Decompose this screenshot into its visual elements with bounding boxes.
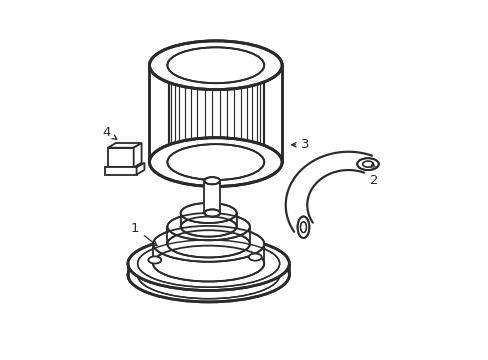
Polygon shape: [136, 163, 144, 175]
Ellipse shape: [149, 138, 282, 186]
Text: 3: 3: [291, 138, 309, 151]
Bar: [204, 181, 220, 213]
Ellipse shape: [297, 216, 309, 238]
Bar: [180, 213, 236, 226]
Text: 4: 4: [102, 126, 117, 139]
Text: 1: 1: [131, 222, 157, 246]
Ellipse shape: [180, 217, 236, 237]
Ellipse shape: [357, 158, 378, 170]
Ellipse shape: [153, 246, 264, 282]
Ellipse shape: [137, 251, 279, 299]
Ellipse shape: [362, 161, 373, 167]
Ellipse shape: [148, 256, 161, 264]
Ellipse shape: [204, 177, 220, 184]
Ellipse shape: [248, 253, 261, 261]
Ellipse shape: [137, 240, 279, 287]
Text: 2: 2: [369, 163, 378, 186]
Bar: [149, 65, 282, 162]
Ellipse shape: [167, 144, 264, 180]
Bar: [153, 244, 264, 264]
Ellipse shape: [167, 213, 249, 240]
Polygon shape: [105, 167, 136, 175]
Ellipse shape: [128, 237, 289, 291]
Ellipse shape: [300, 222, 306, 233]
Polygon shape: [133, 143, 142, 167]
Ellipse shape: [149, 41, 282, 90]
Bar: [128, 264, 289, 275]
Ellipse shape: [204, 210, 220, 217]
Ellipse shape: [128, 248, 289, 302]
Ellipse shape: [153, 226, 264, 262]
Polygon shape: [108, 148, 133, 167]
Bar: [167, 226, 249, 244]
Ellipse shape: [167, 230, 249, 257]
Ellipse shape: [167, 47, 264, 83]
Ellipse shape: [180, 203, 236, 223]
Polygon shape: [108, 143, 142, 148]
